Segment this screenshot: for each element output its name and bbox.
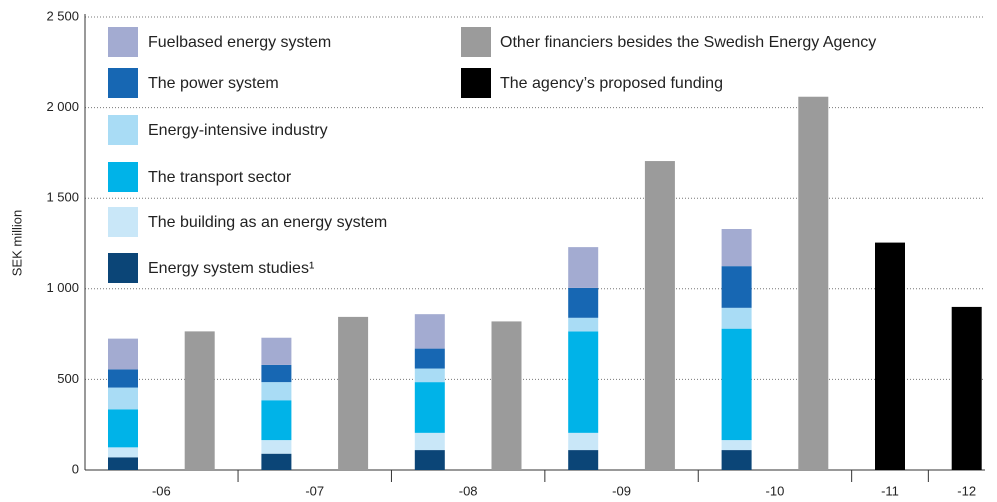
bar: [491, 321, 522, 470]
legend-swatch: [108, 68, 138, 98]
y-tick-label: 500: [57, 371, 79, 386]
bar-segment: [261, 400, 292, 441]
x-tick-label: -09: [612, 483, 631, 498]
bar-segment: [108, 369, 138, 388]
y-tick-label: 2 000: [46, 99, 79, 114]
bar-segment: [108, 409, 138, 448]
legend-label: The agency’s proposed funding: [500, 75, 723, 92]
legend-swatch: [461, 27, 491, 57]
bar-segment: [108, 447, 138, 458]
bar-segment: [261, 382, 292, 401]
legend-label: Fuelbased energy system: [148, 34, 331, 51]
bar: [951, 306, 982, 470]
y-tick-label: 1 500: [46, 190, 79, 205]
bar-segment: [568, 247, 599, 288]
x-tick-label: -11: [881, 483, 899, 498]
legend-swatch: [108, 253, 138, 283]
bar-segment: [414, 348, 445, 369]
bar-segment: [414, 368, 445, 383]
bar-segment: [108, 387, 138, 410]
x-tick-label: -07: [305, 483, 324, 498]
bar-segment: [261, 453, 292, 470]
bar-segment: [414, 450, 445, 470]
bar-segment: [568, 287, 599, 318]
y-axis-label: SEK million: [9, 210, 24, 276]
legend-label: Other financiers besides the Swedish Ene…: [500, 34, 876, 51]
bar-segment: [261, 337, 292, 365]
bar-segment: [721, 266, 752, 308]
x-tick-label: -06: [152, 483, 171, 498]
bar-segment: [261, 440, 292, 454]
legend-swatch: [108, 207, 138, 237]
legend-swatch: [108, 162, 138, 192]
bar: [875, 242, 905, 470]
legend-label: The building as an energy system: [148, 214, 387, 231]
legend-swatch: [108, 115, 138, 145]
bar: [184, 331, 215, 470]
legend-label: Energy-intensive industry: [148, 122, 328, 139]
bar-segment: [721, 450, 752, 470]
legend-swatch: [108, 27, 138, 57]
y-tick-label: 0: [72, 461, 79, 476]
bar-segment: [721, 440, 752, 451]
y-tick-label: 1 000: [46, 280, 79, 295]
bar-segment: [721, 307, 752, 329]
legend-label: The transport sector: [148, 169, 292, 186]
bar: [798, 96, 829, 470]
bar-segment: [414, 432, 445, 451]
legend-swatch: [461, 68, 491, 98]
x-tick-label: -12: [957, 483, 976, 498]
bar-segment: [568, 317, 599, 332]
bar-segment: [721, 229, 752, 267]
legend-label: Energy system studies¹: [148, 260, 314, 277]
bar-segment: [108, 338, 138, 370]
y-tick-label: 2 500: [46, 8, 79, 23]
legend-label: The power system: [148, 75, 279, 92]
x-tick-label: -10: [766, 483, 785, 498]
bar-segment: [414, 314, 445, 349]
bar: [644, 161, 675, 470]
bar-segment: [568, 331, 599, 433]
bar-segment: [721, 328, 752, 441]
x-tick-label: -08: [459, 483, 478, 498]
bar-segment: [568, 432, 599, 451]
bar-segment: [568, 450, 599, 470]
bar-segment: [108, 457, 138, 470]
bar-segment: [261, 364, 292, 383]
bar: [338, 316, 369, 470]
bar-segment: [414, 382, 445, 433]
